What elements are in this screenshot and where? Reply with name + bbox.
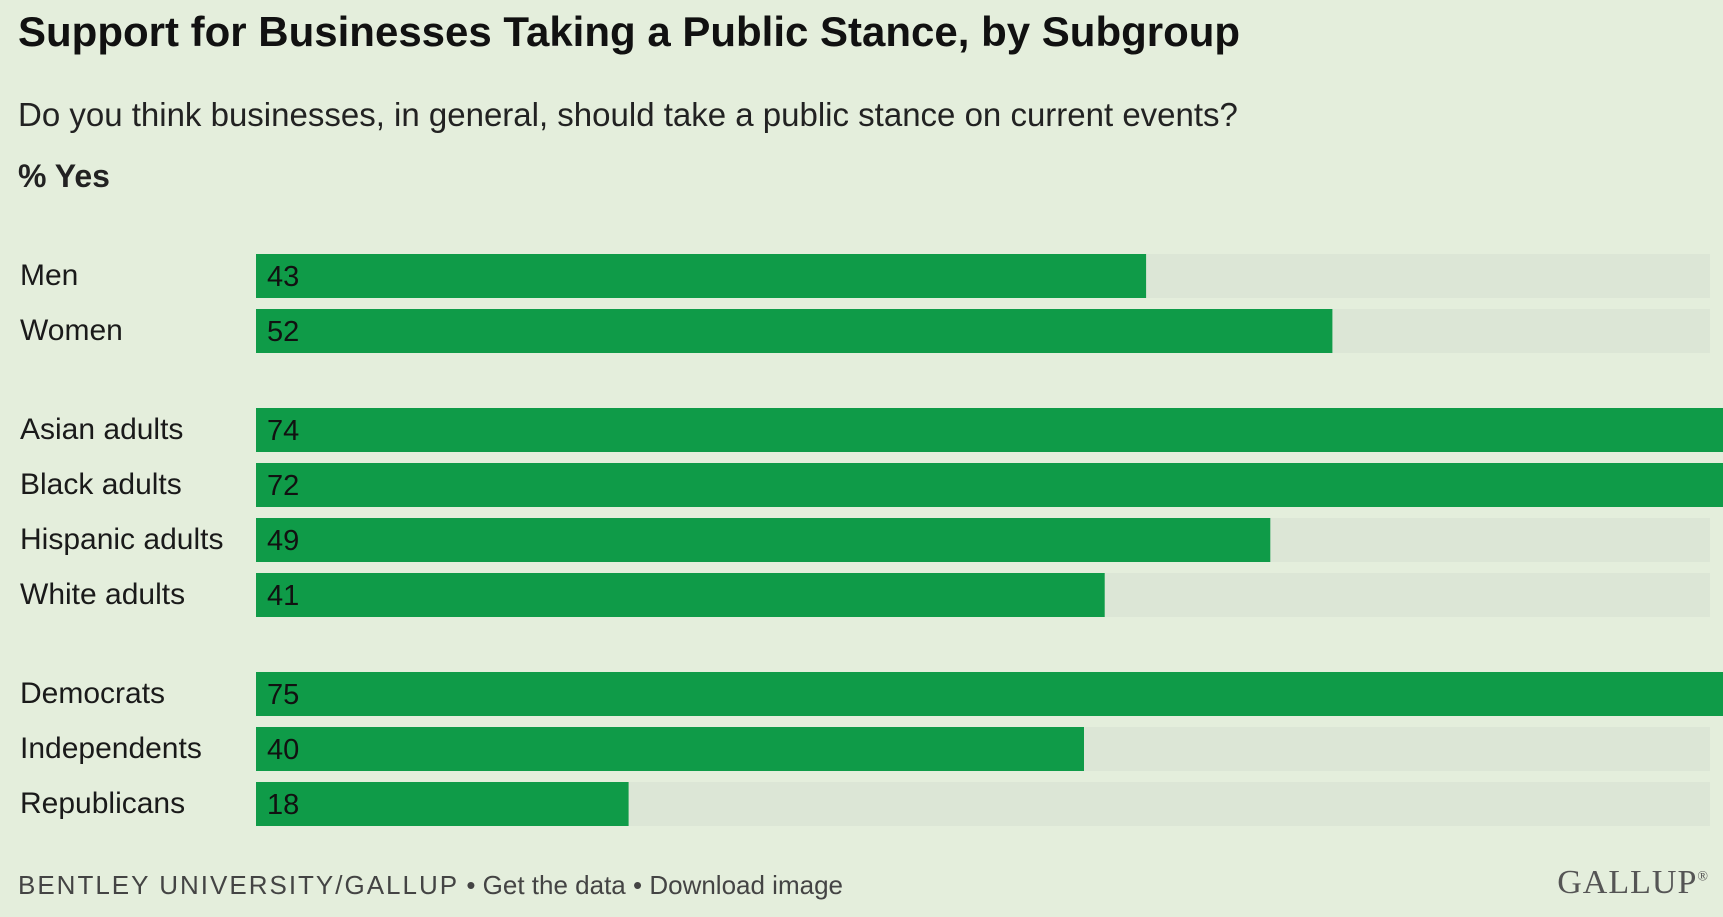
logo-text: GALLUP <box>1557 864 1698 901</box>
category-label-men: Men <box>20 259 78 292</box>
bar-women <box>256 309 1333 353</box>
footer: BENTLEY UNIVERSITY/GALLUP • Get the data… <box>18 870 843 901</box>
value-label-independents: 40 <box>267 734 299 766</box>
value-label-white-adults: 41 <box>267 580 299 612</box>
category-label-republicans: Republicans <box>20 787 185 820</box>
value-label-men: 43 <box>267 261 299 293</box>
download-image-link[interactable]: Download image <box>649 870 843 900</box>
category-label-women: Women <box>20 314 123 347</box>
bar-independents <box>256 727 1084 771</box>
bar-black-adults <box>256 463 1723 507</box>
bar-white-adults <box>256 573 1105 617</box>
unit-label: % Yes <box>18 158 110 194</box>
category-label-hispanic-adults: Hispanic adults <box>20 523 223 556</box>
footer-separator: • <box>625 870 650 900</box>
chart-subtitle: Do you think businesses, in general, sho… <box>18 96 1238 133</box>
value-label-asian-adults: 74 <box>267 415 299 447</box>
bar-men <box>256 254 1147 298</box>
footer-separator: • <box>459 870 483 900</box>
chart-title: Support for Businesses Taking a Public S… <box>18 8 1241 55</box>
category-label-asian-adults: Asian adults <box>20 413 183 446</box>
category-label-independents: Independents <box>20 732 202 765</box>
value-label-black-adults: 72 <box>267 470 299 502</box>
bar-hispanic-adults <box>256 518 1271 562</box>
bar-democrats <box>256 672 1723 716</box>
source-label: BENTLEY UNIVERSITY/GALLUP <box>18 870 460 900</box>
value-label-women: 52 <box>267 316 299 348</box>
category-label-black-adults: Black adults <box>20 468 182 501</box>
bar-asian-adults <box>256 408 1723 452</box>
bar-republicans <box>256 782 629 826</box>
category-label-white-adults: White adults <box>20 578 185 611</box>
value-label-democrats: 75 <box>267 679 299 711</box>
value-label-hispanic-adults: 49 <box>267 525 299 557</box>
gallup-logo: GALLUP® <box>1557 864 1709 902</box>
get-data-link[interactable]: Get the data <box>482 870 626 900</box>
category-label-democrats: Democrats <box>20 677 165 710</box>
value-label-republicans: 18 <box>267 789 299 821</box>
logo-registered-mark: ® <box>1697 869 1709 885</box>
